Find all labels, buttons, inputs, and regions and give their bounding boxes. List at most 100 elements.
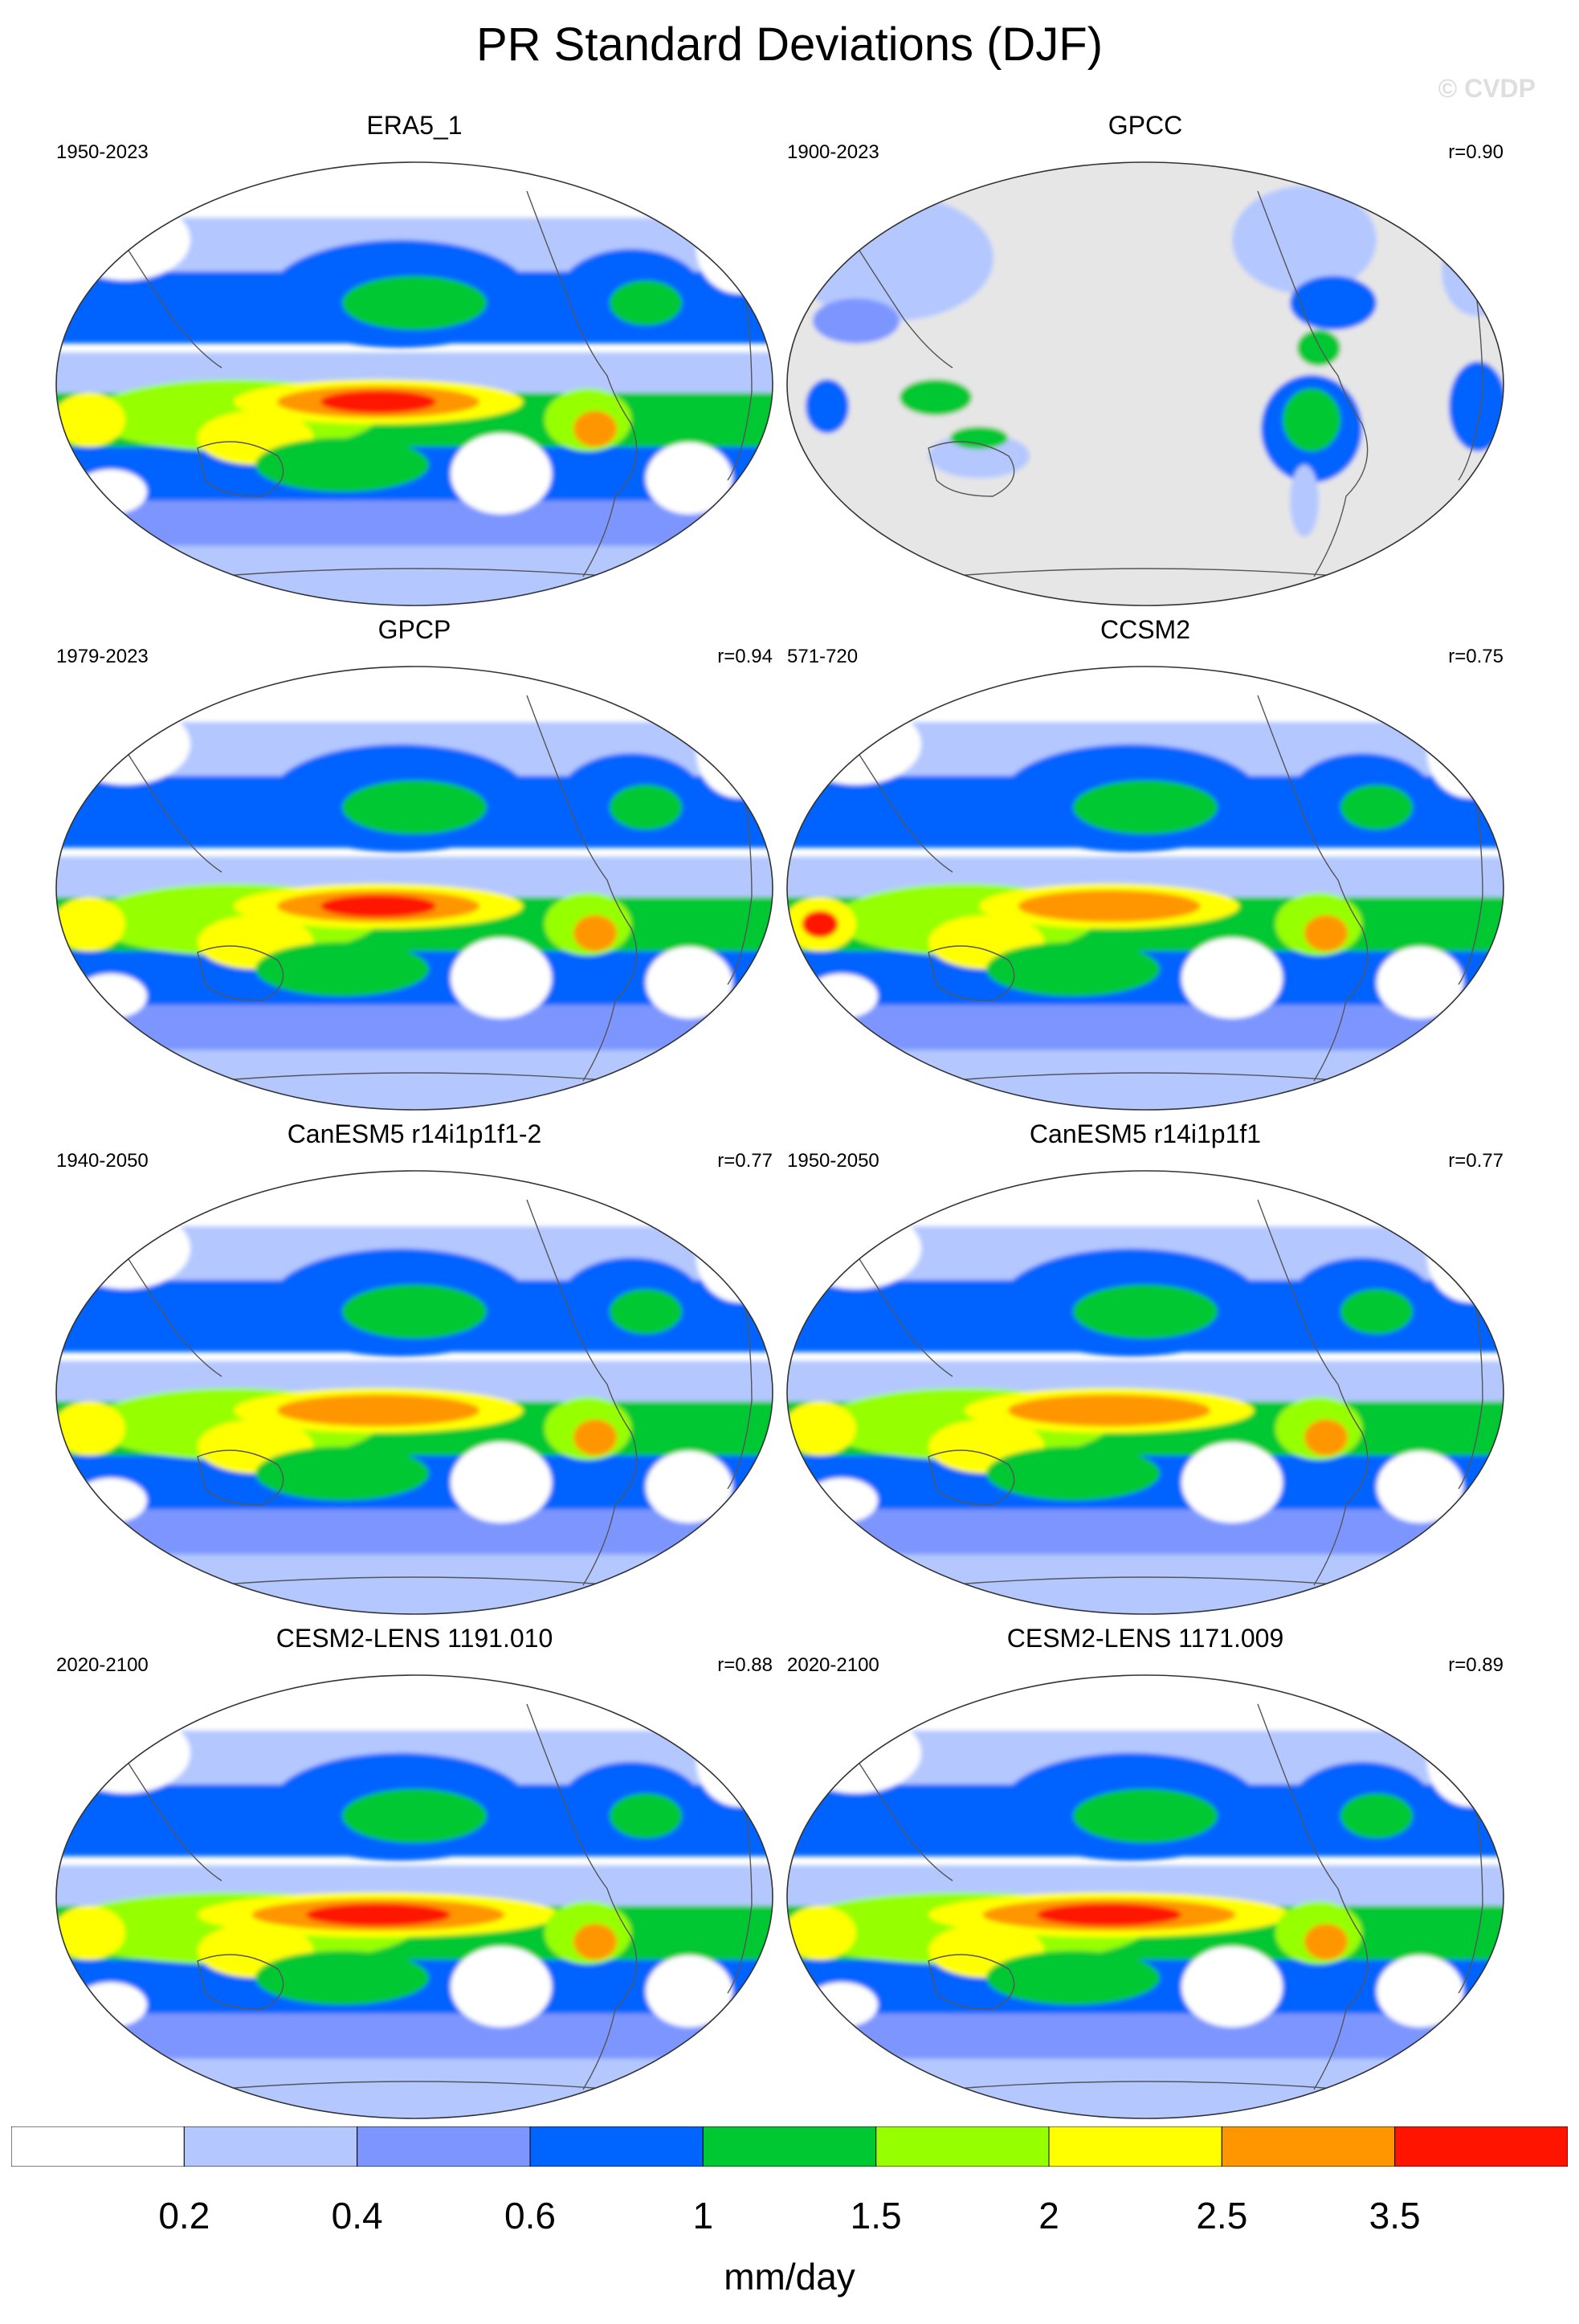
panel-title: CESM2-LENS 1191.010 (275, 1624, 553, 1653)
panel-correlation: r=0.77 (717, 1150, 773, 1172)
maritime-land (900, 379, 972, 416)
panel-title: ERA5_1 (366, 111, 463, 140)
indian-ocean-west (787, 1906, 856, 1960)
coastlines (100, 1199, 753, 1586)
colorbar-swatch (11, 2126, 185, 2167)
south-indian-dry (75, 1982, 147, 2028)
antarctica-coast (213, 568, 616, 577)
map-outline (786, 666, 1504, 1111)
americas-coast (1257, 190, 1369, 577)
map-outline (786, 1674, 1504, 2119)
central-america-land (1297, 329, 1340, 366)
map-panel: CCSM2 571-720 r=0.75 (784, 615, 1507, 1113)
southeast-pacific-dry (1181, 1441, 1283, 1523)
map-plot (55, 1674, 773, 2119)
map-panel: CanESM5 r14i1p1f1 1950-2050 r=0.77 (784, 1119, 1507, 1617)
polar-south-band (56, 1554, 773, 1614)
australia-land (928, 433, 1030, 479)
map-outline (786, 161, 1504, 606)
map-outline (55, 666, 773, 1111)
amazon-land (1283, 388, 1340, 451)
amazon-core (1304, 1923, 1348, 1960)
panel-period: 1940-2050 (56, 1150, 149, 1172)
antarctica-coast (944, 1576, 1347, 1586)
antarctica-coast (213, 1576, 616, 1586)
central-pacific-core (1008, 1394, 1210, 1426)
map-panel: GPCC 1900-2023 r=0.90 (784, 111, 1507, 609)
colorbar-swatch (1221, 2126, 1396, 2167)
southeast-pacific-dry (451, 937, 552, 1019)
americas-coast (1257, 695, 1369, 1082)
spcz (255, 438, 429, 492)
panel-period: 1950-2023 (56, 141, 149, 163)
panel-correlation: r=0.94 (717, 646, 773, 667)
spcz (986, 1951, 1160, 2005)
north-atlantic-core (610, 280, 682, 326)
panel-correlation: r=0.77 (1448, 1150, 1504, 1172)
australia-coast (928, 1954, 1015, 2010)
americas-coast (526, 695, 638, 1082)
panel-title: GPCP (377, 615, 451, 644)
indian-ocean-west (56, 393, 125, 447)
panel-period: 1900-2023 (787, 141, 879, 163)
panel-correlation: r=0.90 (1448, 141, 1504, 163)
map-panel: GPCP 1979-2023 r=0.94 (53, 615, 776, 1113)
map-panel: ERA5_1 1950-2023 (53, 111, 776, 609)
south-atlantic-dry (646, 946, 732, 1019)
south-atlantic-dry (646, 442, 732, 515)
australia-coast (197, 1449, 284, 1506)
southeast-pacific-dry (1181, 937, 1283, 1019)
colorbar-units: mm/day (724, 2256, 855, 2297)
polar-south-band (56, 1050, 773, 1110)
spcz (986, 942, 1160, 997)
south-indian-dry (806, 1982, 878, 2028)
australia-coast (197, 945, 284, 1001)
south-atlantic-dry (1377, 1450, 1463, 1523)
polar-south-band (56, 545, 773, 605)
colorbar-tick-label: 0.6 (504, 2195, 556, 2236)
polar-north-band (787, 1675, 1504, 1735)
panel-period: 1979-2023 (56, 646, 149, 667)
indian-ocean-west (56, 1906, 125, 1960)
indian-ocean-west (56, 1401, 125, 1456)
americas-coast (1257, 1703, 1369, 2090)
polar-north-band (56, 1171, 773, 1231)
patagonia-land (1290, 464, 1319, 537)
map-outline (55, 161, 773, 606)
map-plot (55, 1170, 773, 1615)
polar-north-band (56, 162, 773, 222)
north-pacific-core (342, 275, 487, 330)
panel-correlation: r=0.89 (1448, 1654, 1504, 1676)
colorbar-tick-label: 2.5 (1196, 2195, 1248, 2236)
map-plot (786, 1674, 1504, 2119)
map-panel: CESM2-LENS 1171.009 2020-2100 r=0.89 (784, 1624, 1507, 2122)
colorbar-tick-label: 0.2 (158, 2195, 210, 2236)
eurasia-dry (791, 703, 921, 785)
east-asia-land (813, 298, 900, 344)
indian-ocean-west (56, 897, 125, 952)
map-plot (786, 666, 1504, 1111)
south-atlantic-dry (646, 1450, 732, 1523)
colorbar-swatch (875, 2126, 1050, 2167)
spcz (255, 1446, 429, 1501)
antarctica-coast (213, 1072, 616, 1082)
eurasia-dry (791, 1712, 921, 1794)
panel-correlation: r=0.75 (1448, 646, 1504, 667)
eurasia-dry (60, 1208, 190, 1290)
central-pacific-max (1037, 1903, 1181, 1926)
australia-coast (197, 1954, 284, 2010)
panel-title: CanESM5 r14i1p1f1 (1029, 1119, 1262, 1148)
colorbar-swatch (1394, 2126, 1568, 2167)
africa-east-land (806, 379, 849, 434)
coastlines (831, 190, 1483, 577)
map-outline (786, 1170, 1504, 1615)
amazon-core (573, 410, 617, 447)
eurasia-dry (60, 703, 190, 785)
colorbar-tick-label: 0.4 (331, 2195, 383, 2236)
north-pacific-core (342, 1788, 487, 1843)
south-atlantic-dry (1377, 946, 1463, 1019)
colorbar-swatch (529, 2126, 704, 2167)
australia-coast (928, 1449, 1015, 1506)
americas-coast (1257, 1199, 1369, 1586)
americas-coast (526, 190, 638, 577)
